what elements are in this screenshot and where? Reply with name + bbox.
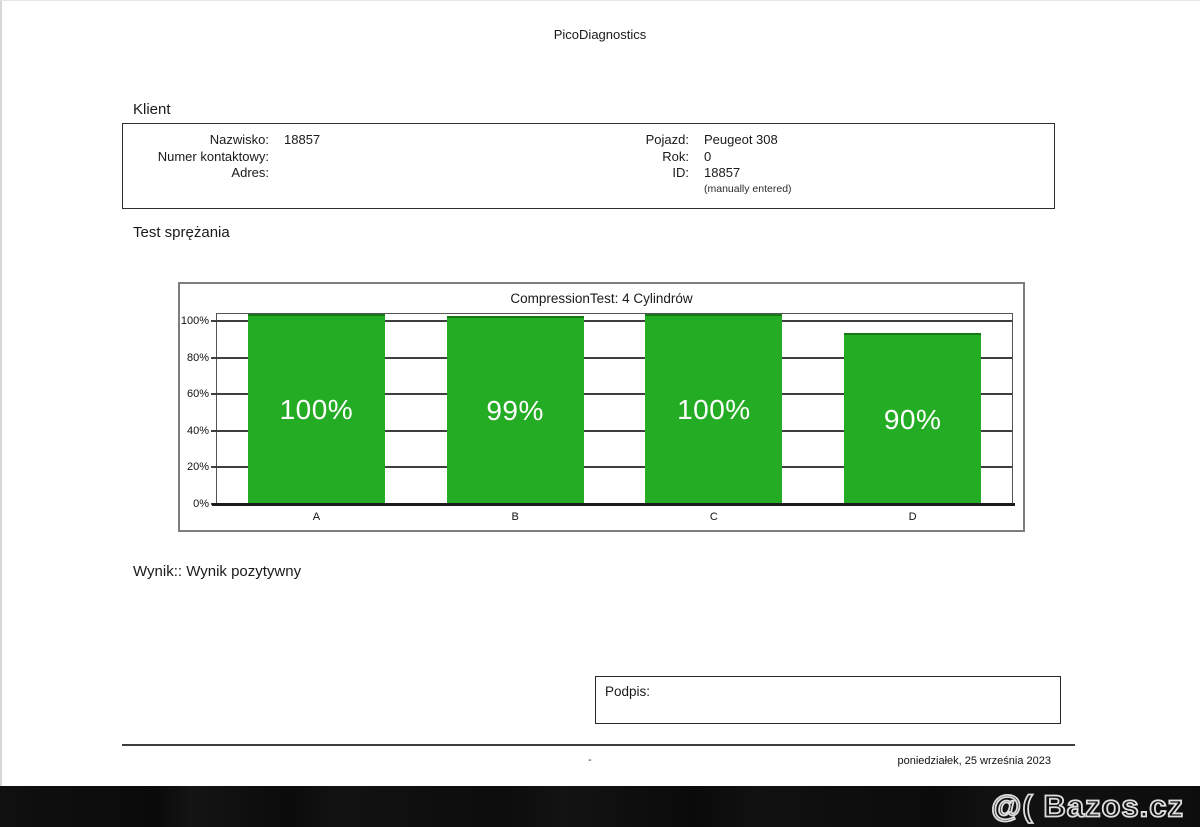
scan-edge-artifact-left xyxy=(0,0,2,786)
bazos-watermark: @( Bazos.cz xyxy=(990,787,1184,824)
test-section-heading: Test sprężania xyxy=(133,224,230,241)
bar-value-label-D: 90% xyxy=(883,403,942,435)
field-value: Peugeot 308 xyxy=(704,132,778,147)
field-label: ID: xyxy=(672,165,689,180)
x-axis-category-label-D: D xyxy=(908,511,917,523)
chart-title: CompressionTest: 4 Cylindrów xyxy=(510,291,693,306)
x-axis-category-label-B: B xyxy=(511,511,519,523)
vehicle-field-pojazd: Pojazd: Peugeot 308 xyxy=(603,132,1043,149)
chart-x-axis-baseline xyxy=(212,503,1015,506)
chart-plot: 0% 20% 40% 60% 80% 100% 100% A 99% B 100% C 90% D xyxy=(181,313,1013,523)
field-label: Numer kontaktowy: xyxy=(157,148,269,164)
field-value: 0 xyxy=(704,148,712,164)
bar-value-label-C: 100% xyxy=(677,394,751,425)
bar-value-label-B: 99% xyxy=(486,394,544,426)
bar-D: 90% xyxy=(844,333,982,504)
result-text: Wynik:: Wynik pozytywny xyxy=(133,563,302,580)
gridline-20 xyxy=(211,466,1012,469)
bar-value-label-A: 100% xyxy=(279,394,354,425)
y-axis-tick-label: 20% xyxy=(186,461,209,474)
gridline-60 xyxy=(211,393,1012,396)
footer-divider xyxy=(122,744,1075,746)
y-axis-tick-label: 80% xyxy=(186,351,209,364)
client-section-heading: Klient xyxy=(133,101,171,118)
footer-page-mark: - xyxy=(588,754,592,766)
field-value: 18857 xyxy=(704,165,741,180)
client-fields-left: Nazwisko: 18857 Numer kontaktowy: Adres: xyxy=(133,132,563,182)
vehicle-field-id: ID: 18857 xyxy=(603,165,1043,182)
y-axis-tick-label: 60% xyxy=(186,388,209,401)
vehicle-field-rok: Rok: 0 xyxy=(603,149,1043,166)
client-info-box: Nazwisko: 18857 Numer kontaktowy: Adres:… xyxy=(122,123,1055,209)
client-field-adres: Adres: xyxy=(133,165,563,182)
x-axis-category-label-C: C xyxy=(709,511,718,523)
signature-box: Podpis: xyxy=(595,676,1061,724)
report-header-title: PicoDiagnostics xyxy=(553,27,647,42)
manually-entered-note: (manually entered) xyxy=(704,183,792,195)
client-field-nazwisko: Nazwisko: 18857 xyxy=(133,132,563,149)
field-label: Adres: xyxy=(231,165,269,180)
bar-A: 100% xyxy=(247,314,385,504)
compression-test-chart: CompressionTest: 4 Cylindrów 0% 20% 40% 60%… xyxy=(178,282,1025,532)
signature-label: Podpis: xyxy=(605,684,651,699)
client-field-numer-kontaktowy: Numer kontaktowy: xyxy=(133,149,563,166)
gridline-100 xyxy=(211,320,1012,323)
gridline-80 xyxy=(211,356,1012,359)
bar-C: 100% xyxy=(645,314,783,504)
y-axis-tick-label: 40% xyxy=(186,424,209,437)
footer-date: poniedziałek, 25 września 2023 xyxy=(897,755,1052,767)
field-value: 18857 xyxy=(284,132,321,147)
y-axis-tick-label: 100% xyxy=(180,315,209,328)
x-axis-category-label-A: A xyxy=(312,511,321,523)
field-label: Nazwisko: xyxy=(209,132,269,147)
field-label: Rok: xyxy=(662,148,689,164)
bar-B: 99% xyxy=(446,315,584,504)
field-label: Pojazd: xyxy=(645,132,689,147)
client-fields-right: Pojazd: Peugeot 308 Rok: 0 ID: 18857 xyxy=(603,132,1043,182)
scan-edge-artifact-top xyxy=(0,0,1200,1)
y-axis-tick-label: 0% xyxy=(193,498,209,510)
watermark-strip: @( Bazos.cz xyxy=(0,786,1200,827)
gridline-40 xyxy=(211,429,1012,432)
